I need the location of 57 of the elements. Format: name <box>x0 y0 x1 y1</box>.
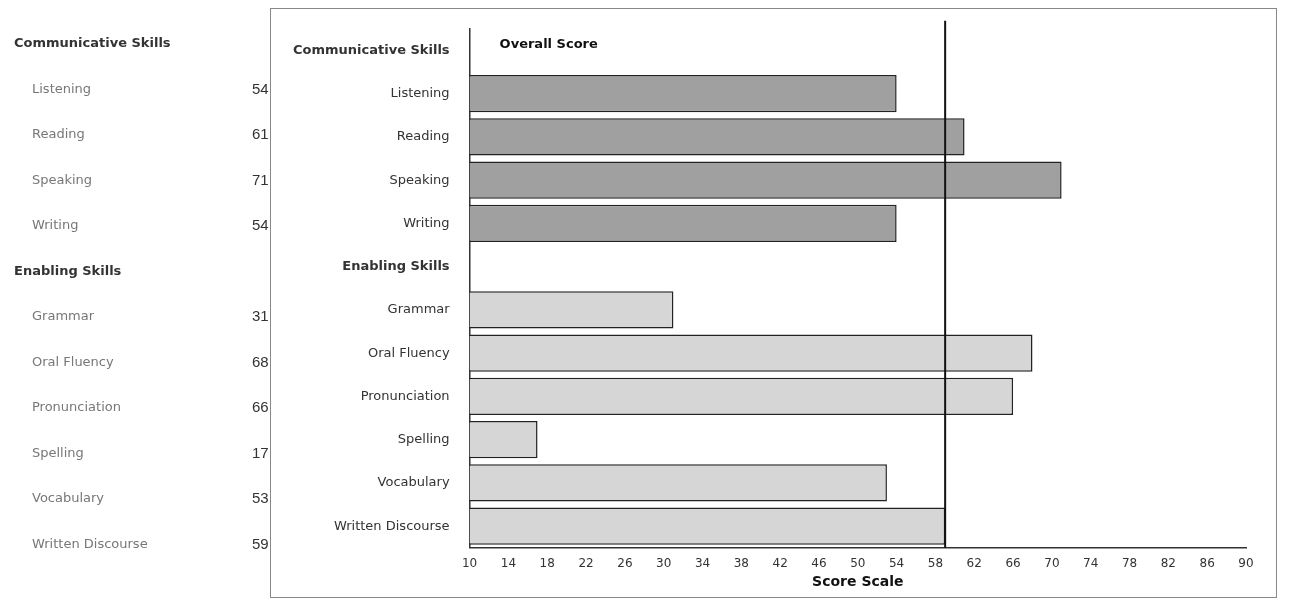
category-label: Pronunciation <box>32 399 121 415</box>
category-label: Spelling <box>32 444 84 460</box>
x-tick-label: 90 <box>1238 556 1254 571</box>
y-tick-label: Grammar <box>387 301 451 317</box>
x-tick-label: 14 <box>500 556 517 571</box>
x-tick-label: 22 <box>578 556 594 571</box>
category-label: Speaking <box>32 171 93 187</box>
data-label: 54 <box>252 216 269 234</box>
x-tick-label: 50 <box>850 556 866 571</box>
y-tick-label: Communicative Skills <box>293 41 450 57</box>
y-tick-label: Vocabulary <box>377 474 450 490</box>
y-tick-label: Writing <box>403 214 450 230</box>
category-label: Reading <box>32 126 85 142</box>
y-tick-label: Written Discourse <box>333 517 450 533</box>
x-tick-label: 18 <box>539 556 555 571</box>
data-label: 17 <box>252 443 269 461</box>
y-tick-label: Reading <box>396 128 450 144</box>
category-label: Oral Fluency <box>32 353 114 369</box>
y-tick-label: Pronunciation <box>360 387 450 403</box>
x-tick-label: 58 <box>927 556 944 571</box>
x-tick-label: 62 <box>966 556 982 571</box>
y-tick-label: Enabling Skills <box>342 258 450 274</box>
ref-line-label: Overall Score <box>499 35 598 51</box>
x-tick-label: 54 <box>888 556 905 571</box>
x-axis-title: Score Scale <box>812 573 904 590</box>
data-label: 66 <box>252 398 269 416</box>
x-tick-label: 66 <box>1005 556 1021 571</box>
data-label: 53 <box>252 489 269 507</box>
y-tick-label: Speaking <box>389 171 450 187</box>
category-label: Communicative Skills <box>14 35 171 51</box>
x-tick-label: 30 <box>656 556 672 571</box>
x-tick-label: 46 <box>811 556 827 571</box>
x-tick-label: 10 <box>461 556 478 571</box>
x-tick-label: 74 <box>1083 556 1099 571</box>
category-label: Enabling Skills <box>14 262 122 278</box>
x-tick-label: 82 <box>1160 556 1176 571</box>
y-tick-label: Oral Fluency <box>367 344 450 360</box>
y-tick-label: Listening <box>390 85 450 101</box>
category-label: Listening <box>32 80 92 96</box>
data-label: 59 <box>252 534 269 552</box>
data-label: 68 <box>252 352 269 370</box>
x-tick-label: 38 <box>733 556 749 571</box>
x-tick-label: 86 <box>1199 556 1215 571</box>
data-label: 31 <box>252 307 269 325</box>
data-label: 54 <box>252 79 269 97</box>
x-tick-label: 42 <box>772 556 788 571</box>
category-label: Written Discourse <box>32 535 148 551</box>
x-tick-label: 26 <box>617 556 633 571</box>
y-tick-label: Spelling <box>397 431 450 447</box>
category-label: Writing <box>32 217 79 233</box>
x-tick-label: 34 <box>694 556 711 571</box>
data-label: 61 <box>252 125 269 143</box>
category-label: Vocabulary <box>32 490 105 506</box>
x-tick-label: 70 <box>1044 556 1060 571</box>
category-label: Grammar <box>32 308 95 324</box>
x-tick-label: 78 <box>1121 556 1138 571</box>
data-label: 71 <box>252 170 269 188</box>
